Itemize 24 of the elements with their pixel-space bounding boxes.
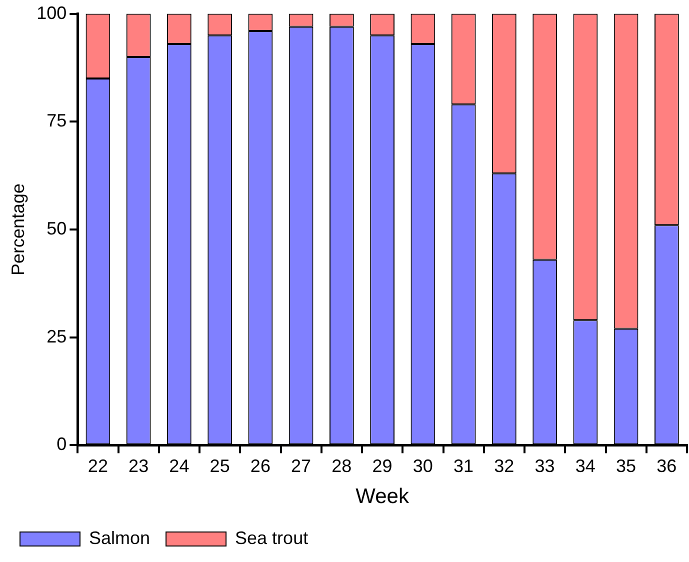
x-tick-label: 35 <box>616 456 636 476</box>
x-tick-label: 26 <box>250 456 270 476</box>
x-tick-label: 25 <box>210 456 230 476</box>
x-tick-label: 31 <box>454 456 474 476</box>
x-tick-label: 22 <box>88 456 108 476</box>
x-tick-label: 27 <box>291 456 312 476</box>
y-tick-label: 50 <box>46 218 67 238</box>
y-axis-title: Percentage <box>8 183 28 276</box>
y-tick-label: 100 <box>36 2 67 23</box>
x-axis-title: Week <box>356 485 410 508</box>
y-tick-label: 0 <box>56 434 67 454</box>
x-tick-label: 36 <box>656 456 677 476</box>
x-tick-label: 30 <box>412 456 433 476</box>
x-tick-label: 32 <box>494 456 514 476</box>
x-tick-label: 34 <box>575 456 596 476</box>
x-tick-label: 29 <box>372 456 392 476</box>
x-tick-label: 28 <box>332 456 352 476</box>
legend-label: Salmon <box>89 528 150 548</box>
x-tick-label: 33 <box>534 456 555 476</box>
legend-label: Sea trout <box>235 528 308 548</box>
y-tick-label: 25 <box>46 326 67 346</box>
y-tick-label: 75 <box>46 110 67 131</box>
x-tick-label: 23 <box>128 456 149 476</box>
x-tick-label: 24 <box>169 456 190 476</box>
